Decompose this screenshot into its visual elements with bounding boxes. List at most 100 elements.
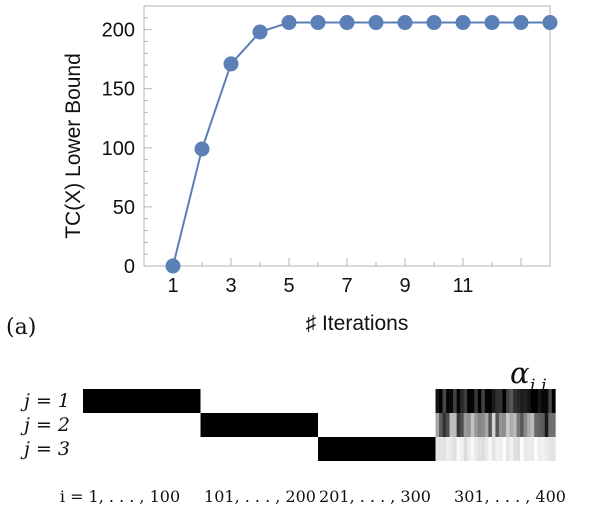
chart-b-noise-cell — [467, 437, 472, 461]
chart-a-data-point — [368, 15, 384, 31]
chart-b-noise-cell — [537, 437, 542, 461]
chart-b-noise-cell — [548, 437, 553, 461]
chart-b-noise-cell — [435, 437, 440, 461]
chart-b-noise-cell — [506, 413, 510, 437]
chart-b-noise-cell — [544, 437, 549, 461]
chart-b-noise-cell — [474, 437, 479, 461]
chart-b-noise-cell — [520, 389, 524, 413]
chart-b-noise-cell — [523, 389, 528, 413]
chart-b-noise-cell — [541, 389, 546, 413]
chart-b-noise-cell — [484, 413, 489, 437]
chart-b-column-label: 201, . . . , 300 — [319, 487, 431, 506]
chart-a-plot-frame — [143, 5, 551, 267]
chart-b-noise-cell — [530, 437, 535, 461]
chart-a-data-point — [281, 15, 297, 31]
chart-b-blocks — [83, 389, 436, 461]
chart-b-noise-cell — [506, 437, 510, 461]
chart-b-noise-cell — [516, 413, 521, 437]
chart-a-y-tick-label: 0 — [124, 256, 135, 278]
chart-b-noise-cell — [477, 413, 482, 437]
chart-a-data-point — [397, 15, 413, 31]
chart-b-noise-cell — [495, 437, 500, 461]
chart-b-noise-cell — [523, 437, 528, 461]
chart-b-noise-cell — [449, 437, 454, 461]
chart-a-x-tick-label: 11 — [453, 275, 474, 297]
chart-b-noise-cell — [491, 413, 496, 437]
chart-b-alpha-heatmap: α i,j j = 1j = 2j = 3 i = 1, . . . , 100… — [20, 356, 566, 506]
chart-b-noise-cell — [481, 413, 486, 437]
chart-b-noise-cell — [520, 437, 524, 461]
chart-b-block — [318, 437, 436, 461]
chart-a-data-point — [426, 15, 442, 31]
chart-b-noise-cell — [551, 437, 556, 461]
chart-b-noise-cell — [470, 413, 475, 437]
chart-b-noise-cell — [488, 389, 493, 413]
chart-b-row-labels: j = 1j = 2j = 3 — [20, 390, 70, 460]
chart-b-noise-cell — [439, 413, 443, 437]
chart-b-noise-cell — [502, 389, 507, 413]
chart-a-data-point — [223, 56, 239, 72]
chart-b-noise-cell — [544, 413, 549, 437]
chart-b-noise-cell — [502, 413, 507, 437]
chart-a-y-tick-label: 200 — [102, 20, 135, 42]
chart-b-block — [83, 389, 201, 413]
chart-a-data-point — [513, 15, 529, 31]
chart-b-noise-cell — [470, 389, 475, 413]
chart-b-row-label: j = 2 — [20, 414, 70, 436]
chart-b-noise-cell — [513, 413, 517, 437]
chart-b-noise-cell — [530, 389, 535, 413]
chart-b-noise-cell — [491, 437, 496, 461]
chart-b-noise-cell — [520, 413, 524, 437]
chart-b-noise-cell — [498, 413, 503, 437]
chart-a-x-axis-label: ♯ Iterations — [306, 312, 409, 335]
chart-b-noise-cell — [495, 413, 500, 437]
chart-a-x-ticks: 1 3 5 7 9 11 — [167, 258, 522, 297]
chart-b-noise-cell — [488, 437, 493, 461]
chart-a-data-point — [194, 141, 210, 157]
chart-b-noise-cell — [548, 413, 553, 437]
chart-b-noise-cell — [491, 389, 496, 413]
chart-b-noise-cell — [523, 413, 528, 437]
chart-b-noise-cell — [460, 413, 464, 437]
chart-a-x-tick-label: 3 — [225, 275, 236, 297]
chart-b-noise-cell — [484, 437, 489, 461]
chart-b-column-label: 101, . . . , 200 — [204, 487, 316, 506]
chart-b-noise-cell — [498, 437, 503, 461]
chart-b-block — [200, 413, 318, 437]
chart-b-noise-cell — [541, 413, 546, 437]
chart-b-noise-cell — [509, 389, 514, 413]
chart-b-noise-cell — [446, 413, 450, 437]
chart-b-noise-cell — [502, 437, 507, 461]
chart-b-noise-cell — [467, 413, 472, 437]
chart-b-noise-cell — [463, 389, 468, 413]
chart-b-noise-cell — [453, 389, 457, 413]
chart-b-noise-cell — [481, 389, 486, 413]
chart-a-series — [165, 15, 558, 274]
chart-b-noise-cell — [509, 413, 514, 437]
chart-b-noise-cell — [453, 413, 457, 437]
chart-b-noise-cell — [544, 389, 549, 413]
chart-a-y-tick-label: 150 — [102, 79, 135, 101]
chart-b-noise-cell — [435, 389, 440, 413]
chart-b-noise-cell — [551, 389, 556, 413]
chart-a-panel-label: (a) — [6, 315, 36, 340]
chart-b-noise-cell — [439, 437, 443, 461]
chart-b-noise-cell — [513, 437, 517, 461]
chart-b-column-label: i = 1, . . . , 100 — [60, 487, 180, 506]
chart-b-noise-cell — [530, 413, 535, 437]
chart-b-noise-cell — [484, 389, 489, 413]
chart-b-noise-cell — [456, 413, 461, 437]
chart-b-noise-cell — [509, 437, 514, 461]
chart-a-y-ticks: 0 50 100 150 200 — [102, 5, 152, 278]
chart-b-noise-cell — [442, 437, 447, 461]
chart-a-data-point — [455, 15, 471, 31]
chart-a-y-axis-label: TC(X) Lower Bound — [62, 53, 85, 239]
chart-b-column-label: 301, . . . , 400 — [454, 487, 566, 506]
chart-b-noise-cell — [463, 413, 468, 437]
chart-b-noise-cell — [534, 389, 539, 413]
chart-a-x-tick-label: 5 — [283, 275, 294, 297]
chart-a-data-point — [542, 15, 558, 31]
chart-b-noise-cell — [506, 389, 510, 413]
chart-b-noise-cell — [477, 437, 482, 461]
chart-b-noise-cell — [551, 413, 556, 437]
